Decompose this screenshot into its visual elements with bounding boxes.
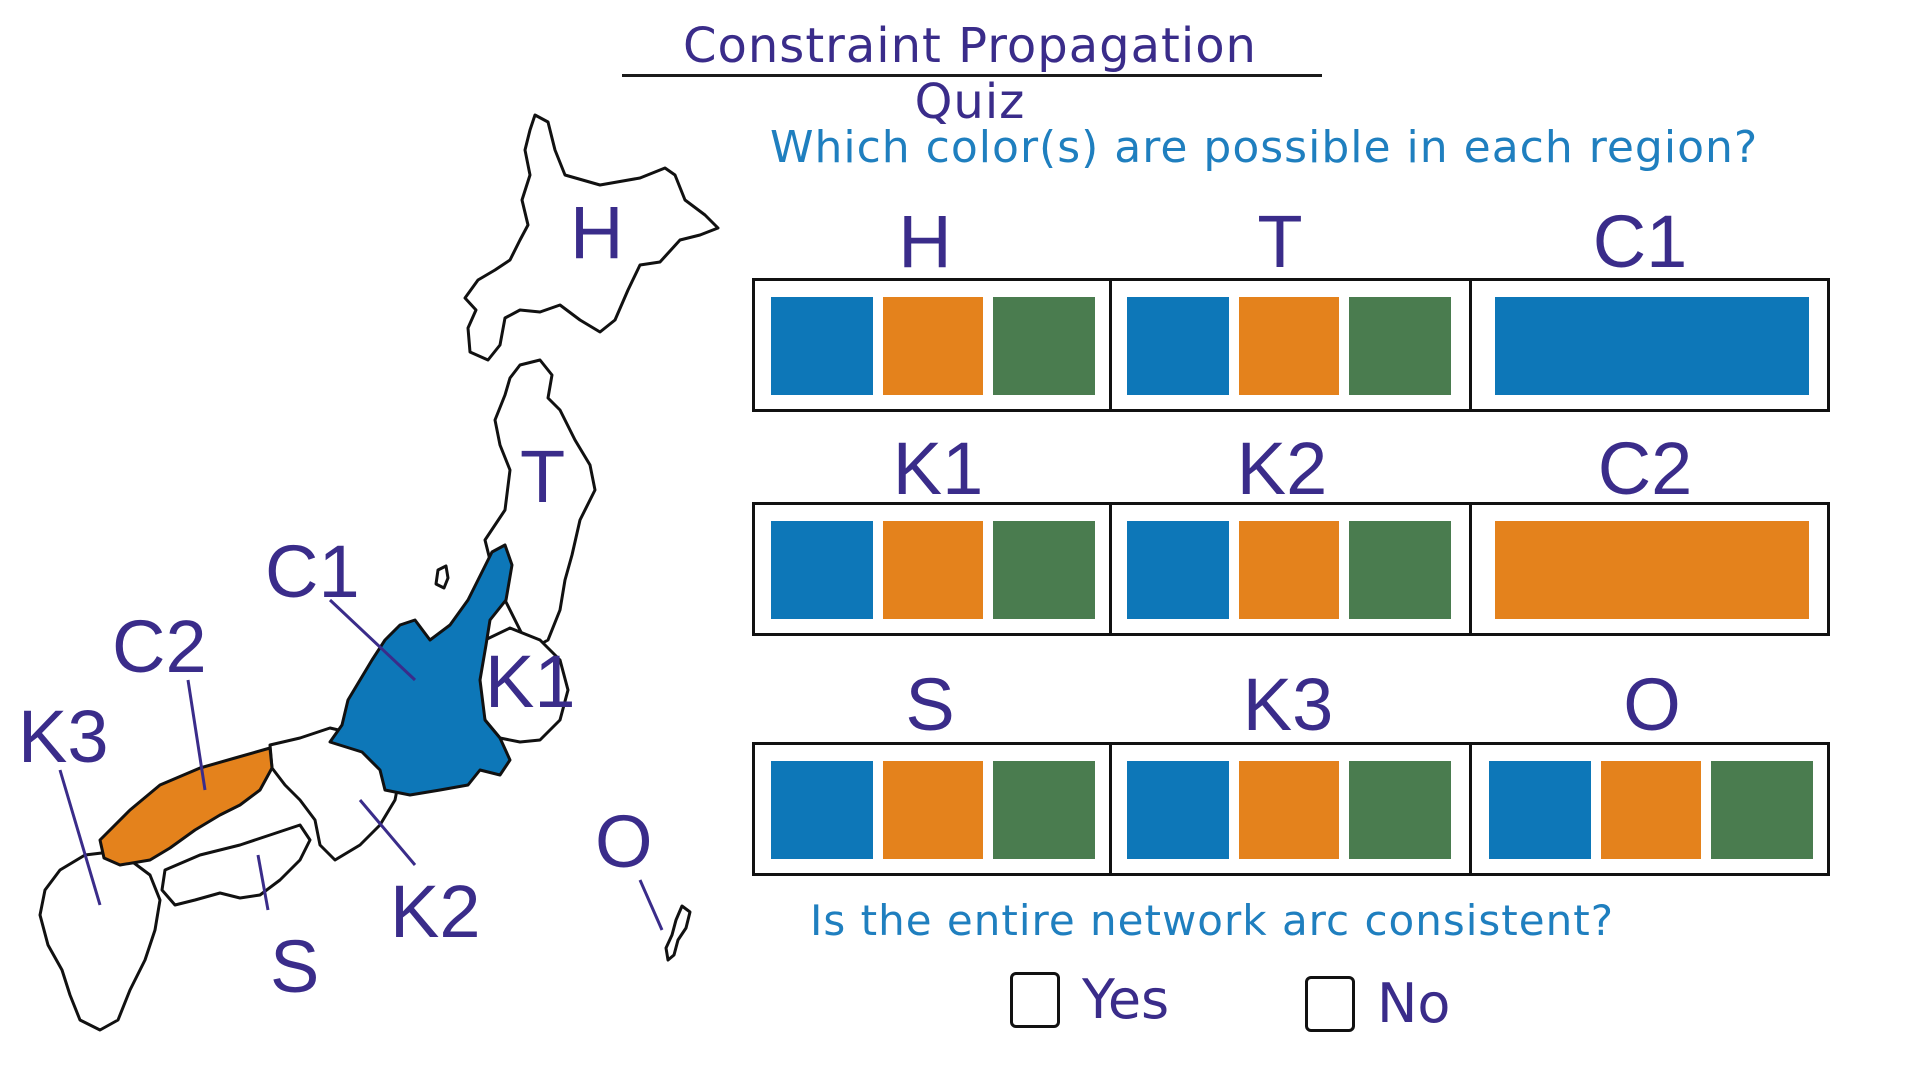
arc-consistency-question: Is the entire network arc consistent? (810, 896, 1614, 945)
domain-row-1 (752, 278, 1830, 412)
leader-o (638, 879, 664, 931)
domain-row-2 (752, 502, 1830, 636)
map-label-k1: K1 (485, 640, 576, 723)
title-underline (622, 74, 1322, 77)
region-label-k3: K3 (1242, 663, 1334, 746)
map-label-s: S (270, 925, 320, 1008)
map-label-o: O (595, 800, 653, 883)
yes-choice[interactable]: Yes (1010, 968, 1169, 1031)
no-label: No (1377, 972, 1451, 1035)
region-label-k2: K2 (1236, 427, 1328, 510)
row-divider (1469, 745, 1472, 873)
region-label-h: H (898, 200, 952, 283)
s-orange-swatch[interactable] (883, 761, 983, 859)
h-blue-swatch[interactable] (771, 297, 873, 395)
leader-c2 (186, 679, 207, 791)
k3-orange-swatch[interactable] (1239, 761, 1339, 859)
map-label-c1: C1 (265, 530, 360, 613)
leader-k3 (58, 769, 102, 906)
map-label-k3: K3 (18, 695, 109, 778)
s-green-swatch[interactable] (993, 761, 1095, 859)
t-orange-swatch[interactable] (1239, 297, 1339, 395)
k3-green-swatch[interactable] (1349, 761, 1451, 859)
row-divider (1109, 505, 1112, 633)
k2-blue-swatch[interactable] (1127, 521, 1229, 619)
region-label-o: O (1623, 663, 1681, 746)
region-s (160, 823, 312, 907)
japan-map (38, 113, 720, 1032)
question-text: Which color(s) are possible in each regi… (770, 122, 1759, 173)
region-k3 (38, 850, 162, 1032)
row-divider (1109, 745, 1112, 873)
quiz-title: Constraint Propagation Quiz (683, 18, 1257, 130)
o-orange-swatch[interactable] (1601, 761, 1701, 859)
region-t (483, 358, 597, 652)
k1-green-swatch[interactable] (993, 521, 1095, 619)
leader-s (256, 854, 270, 911)
region-label-c1: C1 (1592, 200, 1688, 283)
map-label-h: H (570, 191, 624, 274)
region-label-t: T (1257, 200, 1303, 283)
domain-row-3 (752, 742, 1830, 876)
o-blue-swatch[interactable] (1489, 761, 1591, 859)
k3-blue-swatch[interactable] (1127, 761, 1229, 859)
s-blue-swatch[interactable] (771, 761, 873, 859)
island-sado (434, 564, 450, 590)
region-label-s: S (905, 663, 955, 746)
k1-orange-swatch[interactable] (883, 521, 983, 619)
region-label-c2: C2 (1597, 427, 1693, 510)
row-divider (1469, 505, 1472, 633)
k2-green-swatch[interactable] (1349, 521, 1451, 619)
region-c2 (98, 746, 274, 867)
region-h (463, 113, 720, 362)
region-o (664, 904, 692, 962)
region-label-k1: K1 (892, 427, 984, 510)
no-checkbox[interactable] (1305, 975, 1355, 1032)
region-c1 (328, 543, 514, 797)
k1-blue-swatch[interactable] (771, 521, 873, 619)
map-label-t: T (520, 435, 566, 518)
yes-checkbox[interactable] (1010, 971, 1060, 1028)
map-label-c2: C2 (112, 605, 207, 688)
h-orange-swatch[interactable] (883, 297, 983, 395)
t-green-swatch[interactable] (1349, 297, 1451, 395)
no-choice[interactable]: No (1305, 972, 1450, 1035)
h-green-swatch[interactable] (993, 297, 1095, 395)
c2-orange-swatch[interactable] (1495, 521, 1809, 619)
row-divider (1109, 281, 1112, 409)
c1-blue-swatch[interactable] (1495, 297, 1809, 395)
leader-c1 (328, 598, 417, 682)
yes-label: Yes (1082, 968, 1170, 1031)
o-green-swatch[interactable] (1711, 761, 1813, 859)
k2-orange-swatch[interactable] (1239, 521, 1339, 619)
t-blue-swatch[interactable] (1127, 297, 1229, 395)
leader-k2 (358, 799, 417, 866)
map-label-k2: K2 (390, 870, 481, 953)
row-divider (1469, 281, 1472, 409)
